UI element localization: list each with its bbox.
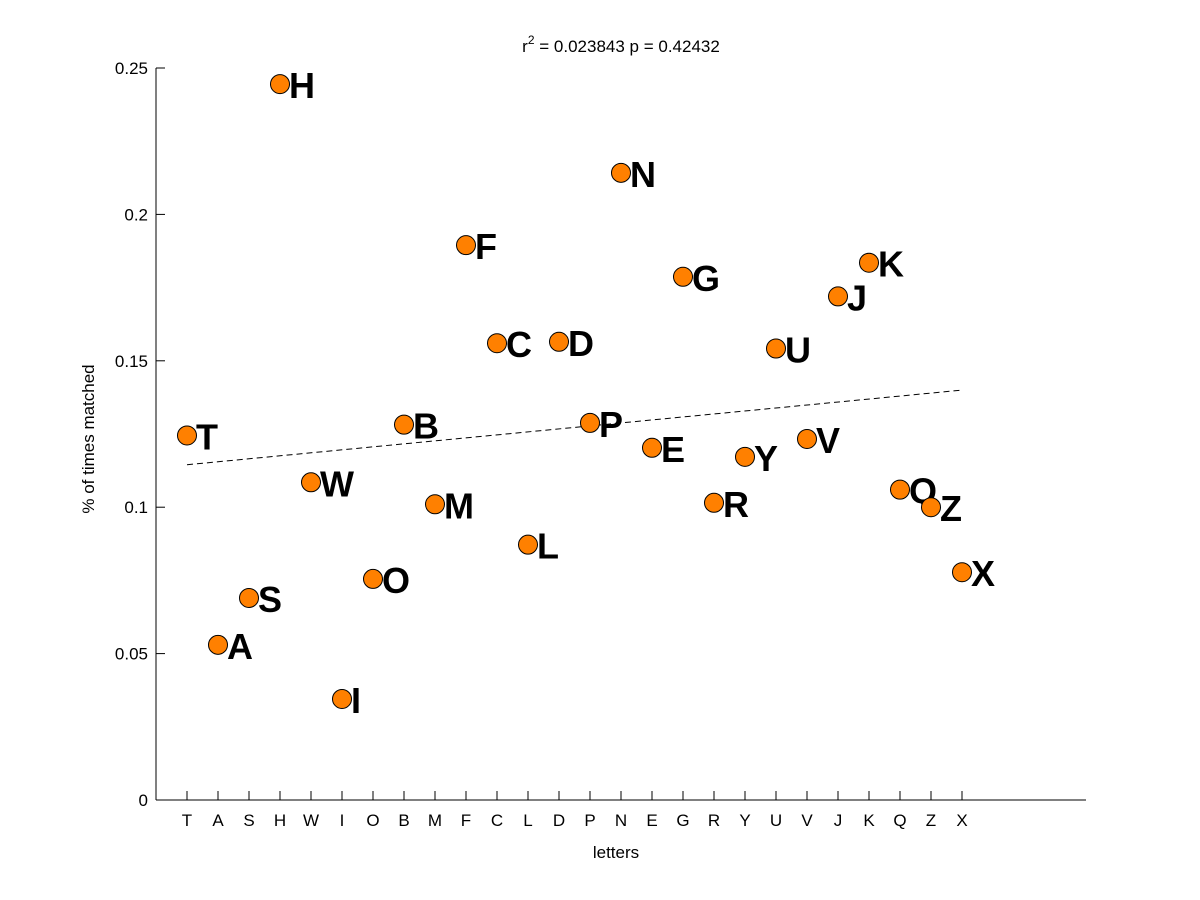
data-point: [177, 425, 197, 446]
data-point: [425, 494, 445, 515]
data-point: [456, 235, 476, 256]
data-point: [332, 688, 352, 709]
data-point: [642, 437, 662, 458]
x-tick-label: G: [676, 811, 689, 830]
point-label: A: [227, 626, 253, 667]
data-point: [673, 266, 693, 287]
x-tick-label: Q: [893, 811, 906, 830]
x-tick-label: U: [770, 811, 782, 830]
point-label: C: [506, 324, 532, 365]
chart-title: r2 = 0.023843 p = 0.42432: [522, 33, 720, 56]
x-tick-label: F: [461, 811, 471, 830]
x-tick-label: O: [366, 811, 379, 830]
point-label: R: [723, 484, 749, 525]
point-label: L: [537, 526, 559, 567]
data-point: [487, 333, 507, 354]
data-point: [828, 286, 848, 307]
point-label: O: [382, 560, 410, 601]
y-tick-label: 0.2: [124, 205, 148, 224]
point-label: E: [661, 429, 685, 470]
y-axis-label: % of times matched: [79, 364, 98, 513]
data-point: [921, 497, 941, 518]
point-label: J: [847, 277, 867, 318]
point-label: H: [289, 65, 315, 106]
x-tick-label: T: [182, 811, 192, 830]
point-label: I: [351, 680, 361, 721]
point-label: V: [816, 420, 840, 461]
data-point: [208, 634, 228, 655]
point-label: X: [971, 553, 995, 594]
point-label: T: [196, 416, 218, 457]
x-tick-label: X: [956, 811, 967, 830]
data-point: [580, 412, 600, 433]
x-tick-label: P: [584, 811, 595, 830]
y-tick-label: 0: [139, 791, 148, 810]
data-point: [363, 568, 383, 589]
data-point: [611, 162, 631, 183]
data-point: [797, 428, 817, 449]
point-label: P: [599, 404, 623, 445]
point-label: S: [258, 579, 282, 620]
data-point: [704, 492, 724, 513]
x-tick-label: B: [398, 811, 409, 830]
point-label: N: [630, 154, 656, 195]
y-tick-label: 0.15: [115, 352, 148, 371]
x-tick-label: H: [274, 811, 286, 830]
data-point: [735, 446, 755, 467]
data-point: [518, 534, 538, 555]
x-tick-label: V: [801, 811, 813, 830]
x-tick-label: L: [523, 811, 532, 830]
data-point: [239, 587, 259, 608]
point-label: Z: [940, 488, 962, 529]
x-tick-label: Z: [926, 811, 936, 830]
data-point: [270, 74, 290, 95]
x-tick-label: N: [615, 811, 627, 830]
x-tick-label: Y: [739, 811, 750, 830]
point-label: M: [444, 485, 474, 526]
x-tick-label: I: [340, 811, 345, 830]
data-point: [301, 472, 321, 493]
x-axis-label: letters: [593, 843, 639, 862]
point-label: U: [785, 330, 811, 371]
point-label: G: [692, 258, 720, 299]
data-point: [859, 252, 879, 273]
x-tick-label: K: [863, 811, 875, 830]
x-tick-label: M: [428, 811, 442, 830]
data-point: [766, 338, 786, 359]
x-tick-label: D: [553, 811, 565, 830]
x-tick-label: C: [491, 811, 503, 830]
point-label: F: [475, 226, 497, 267]
y-tick-label: 0.25: [115, 59, 148, 78]
point-label: B: [413, 406, 439, 447]
data-point: [952, 562, 972, 583]
y-tick-label: 0.05: [115, 645, 148, 664]
y-tick-label: 0.1: [124, 498, 148, 517]
point-label: D: [568, 323, 594, 364]
point-label: Y: [754, 438, 778, 479]
data-point: [890, 479, 910, 500]
plot-area: 00.050.10.150.20.25T A S H W I O B M F C L D P N E G R Y U V…: [115, 59, 1086, 830]
data-point: [394, 414, 414, 435]
x-tick-label: W: [303, 811, 319, 830]
point-label: K: [878, 244, 904, 285]
data-point: [549, 331, 569, 352]
x-tick-label: S: [243, 811, 254, 830]
x-tick-label: A: [212, 811, 224, 830]
point-label: W: [320, 463, 354, 504]
x-tick-label: J: [834, 811, 843, 830]
fit-line: [186, 389, 963, 466]
x-tick-label: E: [646, 811, 657, 830]
x-tick-label: R: [708, 811, 720, 830]
